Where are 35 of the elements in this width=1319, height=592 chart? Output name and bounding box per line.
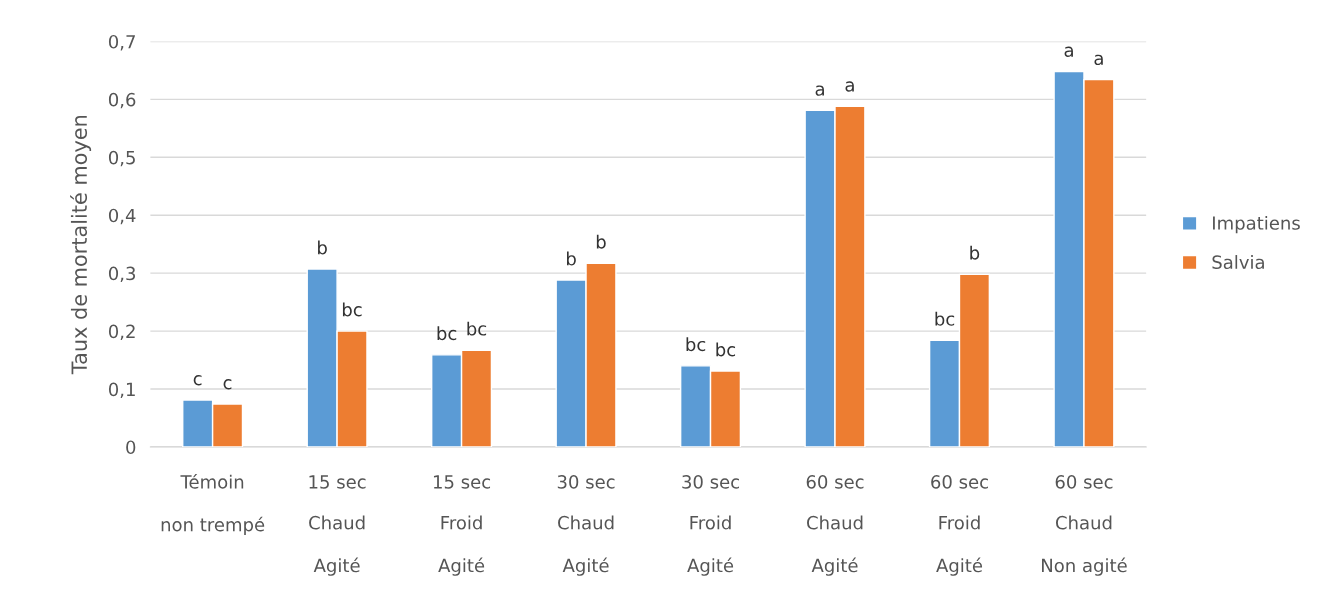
category-label: 30 sec Froid Agité: [682, 475, 739, 576]
data-label: bc: [467, 321, 487, 336]
y-axis-title: Taux de mortalité moyen: [70, 115, 92, 375]
y-tick-label: 0,4: [108, 208, 136, 225]
category-label: 15 sec Chaud Agité: [309, 475, 366, 576]
data-label: a: [1094, 54, 1103, 66]
category-label: Témoin non trempé: [161, 474, 265, 535]
y-tick-label: 0,5: [108, 150, 135, 167]
data-label: c: [193, 375, 202, 386]
data-label: b: [318, 240, 327, 255]
legend-label: Salvia: [1212, 255, 1264, 270]
category-label: 30 sec Chaud Agité: [557, 475, 615, 576]
data-label: a: [845, 81, 854, 92]
y-tick-label: 0,1: [108, 382, 135, 398]
data-label: bc: [935, 311, 955, 326]
y-tick-label: 0,7: [108, 34, 135, 51]
data-label: bc: [686, 337, 706, 352]
data-label: c: [223, 379, 232, 390]
data-label: b: [596, 234, 606, 249]
data-label: bc: [437, 326, 457, 341]
legend-label: Impatiens: [1213, 215, 1300, 234]
y-tick-label: 0,3: [108, 266, 136, 283]
y-tick-label: 0: [126, 440, 136, 455]
data-label: bc: [716, 342, 736, 357]
category-label: 15 sec Froid Agité: [433, 475, 491, 576]
y-tick-label: 0,6: [108, 92, 136, 109]
category-label: 60 sec Chaud Agité: [806, 475, 864, 576]
data-label: b: [567, 251, 576, 266]
data-label: b: [970, 245, 980, 260]
data-label: a: [1064, 46, 1073, 57]
category-label: 60 sec Froid Agité: [931, 475, 988, 576]
data-label: bc: [342, 302, 362, 317]
data-label: a: [815, 85, 824, 96]
y-tick-label: 0,2: [108, 324, 135, 341]
category-label: 60 sec Chaud Non agité: [1042, 475, 1127, 576]
